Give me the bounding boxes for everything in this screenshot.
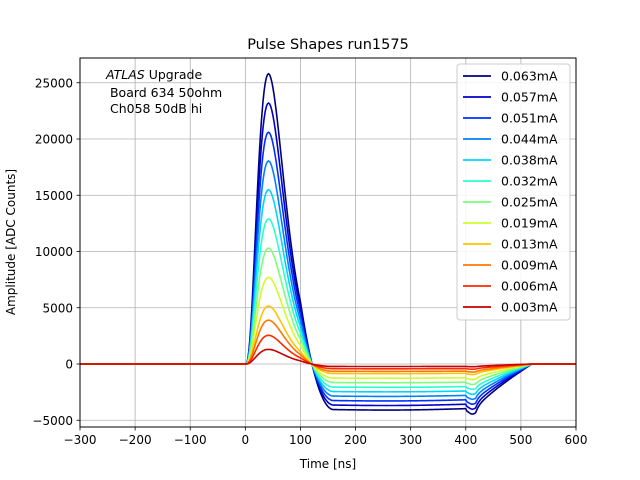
atlas-label: ATLAS xyxy=(105,67,145,82)
y-tick-label: 25000 xyxy=(35,76,73,90)
x-tick-label: 300 xyxy=(399,433,422,447)
x-tick-label: −200 xyxy=(119,433,152,447)
upgrade-label: Upgrade xyxy=(145,67,203,82)
plot-frame xyxy=(79,57,577,428)
legend-label: 0.038mA xyxy=(501,153,558,168)
x-axis-label: Time [ns] xyxy=(299,457,356,471)
legend-label: 0.025mA xyxy=(501,195,558,210)
y-axis-label: Amplitude [ADC Counts] xyxy=(4,169,18,315)
x-tick-label: 100 xyxy=(289,433,312,447)
legend-label: 0.057mA xyxy=(501,90,558,105)
y-axis-ticks: −5000 0 5000 10000 15000 20000 25000 xyxy=(32,76,80,428)
x-tick-label: 200 xyxy=(344,433,367,447)
annotation-board: Board 634 50ohm xyxy=(106,85,222,100)
x-axis-ticks: −300 −200 −100 0 100 200 300 400 500 600 xyxy=(64,427,588,447)
legend-frame xyxy=(456,63,571,321)
y-tick-label: 15000 xyxy=(35,189,73,203)
series-lines xyxy=(80,72,576,415)
legend: 0.063mA 0.057mA 0.051mA 0.044mA 0.038mA 0.032… xyxy=(456,63,571,321)
x-tick-label: 0 xyxy=(242,433,250,447)
y-tick-label: 20000 xyxy=(35,133,73,147)
legend-label: 0.009mA xyxy=(501,258,558,273)
x-tick-label: 400 xyxy=(454,433,477,447)
series-line-0.003mA xyxy=(80,348,576,368)
annotation-line1: ATLAS Upgrade xyxy=(105,67,202,82)
legend-label: 0.032mA xyxy=(501,174,558,189)
legend-label: 0.006mA xyxy=(501,279,558,294)
annotation-box: ATLAS Upgrade Board 634 50ohm Ch058 50dB… xyxy=(105,67,222,116)
chart-title: Pulse Shapes run1575 xyxy=(247,37,409,53)
annotation-channel: Ch058 50dB hi xyxy=(106,101,202,116)
legend-label: 0.019mA xyxy=(501,216,558,231)
y-tick-label: −5000 xyxy=(32,414,73,428)
x-tick-label: 600 xyxy=(565,433,588,447)
x-tick-label: −300 xyxy=(64,433,97,447)
x-tick-label: −100 xyxy=(174,433,207,447)
legend-label: 0.044mA xyxy=(501,132,558,147)
y-tick-label: 10000 xyxy=(35,245,73,259)
legend-label: 0.013mA xyxy=(501,237,558,252)
legend-label: 0.003mA xyxy=(501,300,558,315)
x-tick-label: 500 xyxy=(509,433,532,447)
y-tick-label: 0 xyxy=(65,358,73,372)
legend-label: 0.063mA xyxy=(501,69,558,84)
y-tick-label: 5000 xyxy=(42,301,73,315)
legend-label: 0.051mA xyxy=(501,111,558,126)
